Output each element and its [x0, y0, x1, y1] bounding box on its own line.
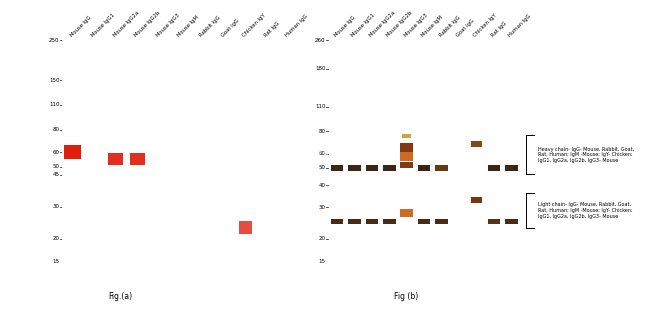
Bar — [64, 145, 81, 159]
Text: Heavy chain- IgG- Mouse, Rabbit, Goat,
Rat, Human; IgM -Mouse; IgY- Chicken;
IgG: Heavy chain- IgG- Mouse, Rabbit, Goat, R… — [538, 146, 634, 163]
Text: Mouse IgG2a: Mouse IgG2a — [369, 11, 396, 38]
Text: 80: 80 — [53, 127, 59, 132]
Bar — [400, 209, 413, 217]
Text: Mouse IgG: Mouse IgG — [333, 15, 356, 38]
Bar — [108, 153, 124, 165]
Text: 30: 30 — [318, 205, 326, 210]
Text: 20: 20 — [318, 236, 326, 241]
Bar — [331, 219, 343, 224]
Bar — [400, 143, 413, 152]
Text: Mouse IgG3: Mouse IgG3 — [403, 13, 428, 38]
Bar — [436, 165, 448, 171]
Text: 15: 15 — [318, 259, 326, 264]
Text: Chicken IgY: Chicken IgY — [242, 13, 266, 38]
Bar — [402, 134, 411, 138]
Text: Light chain- IgG- Mouse, Rabbit, Goat,
Rat, Human; IgM -Mouse; IgY- Chicken;
IgG: Light chain- IgG- Mouse, Rabbit, Goat, R… — [538, 202, 632, 219]
Text: Mouse IgG1: Mouse IgG1 — [90, 13, 116, 38]
Text: Mouse IgM: Mouse IgM — [421, 15, 444, 38]
Bar — [488, 165, 500, 171]
Text: 50: 50 — [53, 164, 59, 169]
Bar — [418, 165, 430, 171]
Bar — [436, 219, 448, 224]
Bar — [239, 221, 252, 234]
Bar — [400, 162, 413, 168]
Text: 180: 180 — [315, 66, 326, 71]
Text: 30: 30 — [53, 204, 59, 209]
Bar — [488, 219, 500, 224]
Text: 50: 50 — [318, 165, 326, 170]
Text: Goat IgG: Goat IgG — [456, 19, 475, 38]
Bar — [505, 219, 517, 224]
Text: Goat IgG: Goat IgG — [220, 19, 240, 38]
Text: 150: 150 — [49, 78, 59, 83]
Text: Rabbit IgG: Rabbit IgG — [198, 15, 222, 38]
Bar — [383, 165, 396, 171]
Text: Human IgG: Human IgG — [508, 14, 532, 38]
Text: Human IgG: Human IgG — [285, 14, 309, 38]
Text: 45: 45 — [53, 172, 59, 177]
Text: Mouse IgG2a: Mouse IgG2a — [112, 11, 140, 38]
Text: Rat IgG: Rat IgG — [263, 21, 280, 38]
Bar — [331, 165, 343, 171]
Text: Chicken IgY: Chicken IgY — [473, 13, 498, 38]
Text: Mouse IgG
Heavy Chain: Mouse IgG Heavy Chain — [301, 150, 341, 160]
Text: 15: 15 — [53, 259, 59, 264]
Text: Mouse IgG2b: Mouse IgG2b — [134, 11, 161, 38]
Text: 20: 20 — [53, 236, 59, 241]
Text: Rabbit IgG: Rabbit IgG — [438, 15, 461, 38]
Text: 60: 60 — [53, 150, 59, 155]
Bar — [471, 197, 482, 203]
Text: Fig (b): Fig (b) — [394, 292, 419, 301]
Text: Fig.(a): Fig.(a) — [108, 292, 133, 301]
Text: Mouse IgG1: Mouse IgG1 — [351, 13, 376, 38]
Text: 250: 250 — [49, 38, 59, 43]
Bar — [505, 165, 517, 171]
Bar — [471, 141, 482, 147]
Text: 40: 40 — [318, 183, 326, 188]
Text: Mouse IgG: Mouse IgG — [69, 15, 92, 38]
Bar — [348, 165, 361, 171]
Text: Mouse IgG3: Mouse IgG3 — [155, 13, 181, 38]
Bar — [365, 165, 378, 171]
Bar — [348, 219, 361, 224]
Bar — [365, 219, 378, 224]
Text: 80: 80 — [318, 129, 326, 134]
Bar — [130, 153, 145, 165]
Text: Rat IgG: Rat IgG — [490, 21, 508, 38]
Bar — [400, 152, 413, 161]
Bar — [383, 219, 396, 224]
Text: 260: 260 — [315, 38, 326, 43]
Text: 110: 110 — [315, 104, 326, 109]
Text: 110: 110 — [49, 102, 59, 107]
Text: 60: 60 — [318, 151, 326, 156]
Text: Mouse IgM: Mouse IgM — [177, 15, 200, 38]
Text: Mouse IgG2b: Mouse IgG2b — [385, 11, 413, 38]
Bar — [418, 219, 430, 224]
